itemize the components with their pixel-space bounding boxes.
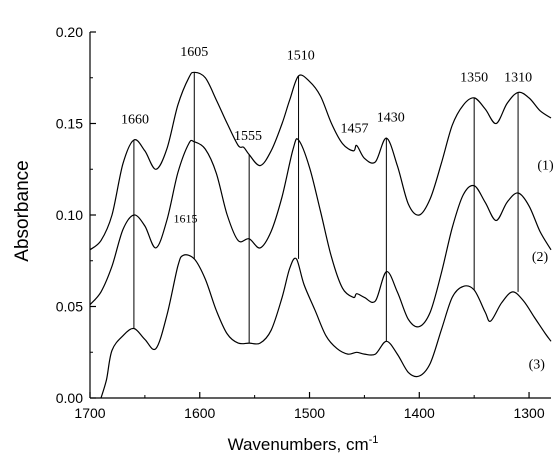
y-tick-label: 0.05 <box>56 299 83 315</box>
axes: 0.00 0.05 0.10 0.15 0.20 1700 1600 1500 1400 1300 <box>56 24 551 421</box>
peak-marker-lines <box>133 72 519 344</box>
peak-label-1510: 1510 <box>287 48 315 63</box>
y-tick-label: 0.20 <box>56 24 83 40</box>
peak-label-1350: 1350 <box>460 70 488 85</box>
series-label-3: (3) <box>529 358 546 373</box>
x-tick-label: 1300 <box>513 405 544 421</box>
peak-label-1310: 1310 <box>504 70 532 85</box>
spectrum-line-2 <box>89 138 552 328</box>
x-tick-label: 1700 <box>74 405 105 421</box>
y-tick-label: 0.15 <box>56 116 83 132</box>
y-axis-label: Absorbance <box>12 160 33 261</box>
series-label-2: (2) <box>532 250 549 265</box>
peak-labels: 1660 1605 1615 1555 1510 1457 1430 1350 1310 <box>121 45 532 226</box>
spectrum-line-3 <box>100 254 552 399</box>
peak-label-1660: 1660 <box>121 113 149 128</box>
peak-label-1457: 1457 <box>341 122 369 137</box>
peak-label-1605: 1605 <box>180 45 208 60</box>
series-label-1: (1) <box>537 158 554 173</box>
peak-label-1555: 1555 <box>234 129 262 144</box>
x-axis-label-superscript: -1 <box>369 434 379 446</box>
peak-label-1430: 1430 <box>377 111 405 126</box>
spectrum-line-1 <box>89 71 552 251</box>
series-labels: (1) (2) (3) <box>529 158 554 372</box>
spectrum-curves <box>89 71 552 399</box>
x-tick-label: 1400 <box>404 405 435 421</box>
y-tick-label: 0.10 <box>56 207 83 223</box>
y-tick-label: 0.00 <box>56 390 83 406</box>
x-tick-label: 1600 <box>184 405 215 421</box>
x-axis-label: Wavenumbers, cm-1 <box>228 434 379 454</box>
x-axis-label-text: Wavenumbers, cm <box>228 435 369 454</box>
peak-label-1615: 1615 <box>173 211 197 225</box>
x-tick-label: 1500 <box>294 405 325 421</box>
